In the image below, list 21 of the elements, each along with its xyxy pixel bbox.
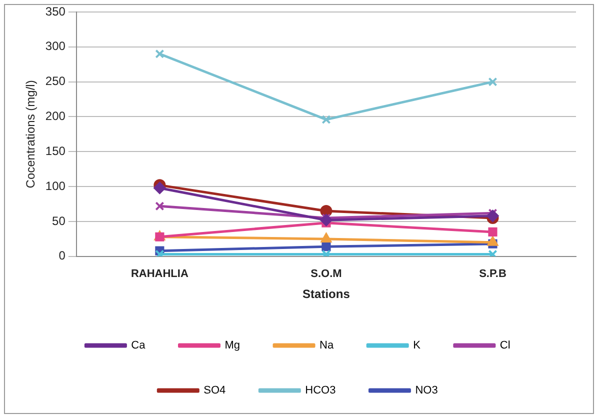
y-tick-label: 200 [45, 109, 66, 124]
y-tick-label: 250 [45, 74, 66, 88]
x-tick-label: S.O.M [310, 268, 342, 280]
y-tick-label: 300 [45, 39, 66, 54]
legend-label: HCO3 [305, 384, 336, 397]
y-tick-label: 100 [45, 178, 66, 193]
y-axis-title: Cocentrations (mg/l) [24, 80, 38, 188]
y-tick-label: 0 [58, 248, 66, 263]
x-tick-label: S.P.B [479, 268, 506, 280]
y-tick-label: 50 [52, 214, 66, 228]
legend-label: SO4 [204, 384, 226, 397]
x-axis-title: Stations [302, 287, 350, 302]
legend-label: Mg [224, 340, 240, 352]
legend-label: Na [320, 340, 334, 352]
x-tick-label: RAHAHLIA [130, 268, 188, 280]
legend-label: K [413, 340, 422, 352]
y-tick-label: 350 [45, 4, 66, 18]
legend-label: Ca [131, 340, 146, 352]
y-tick-label: 150 [45, 144, 66, 158]
legend-label: NO3 [415, 384, 438, 397]
legend-label: Cl [500, 340, 510, 352]
